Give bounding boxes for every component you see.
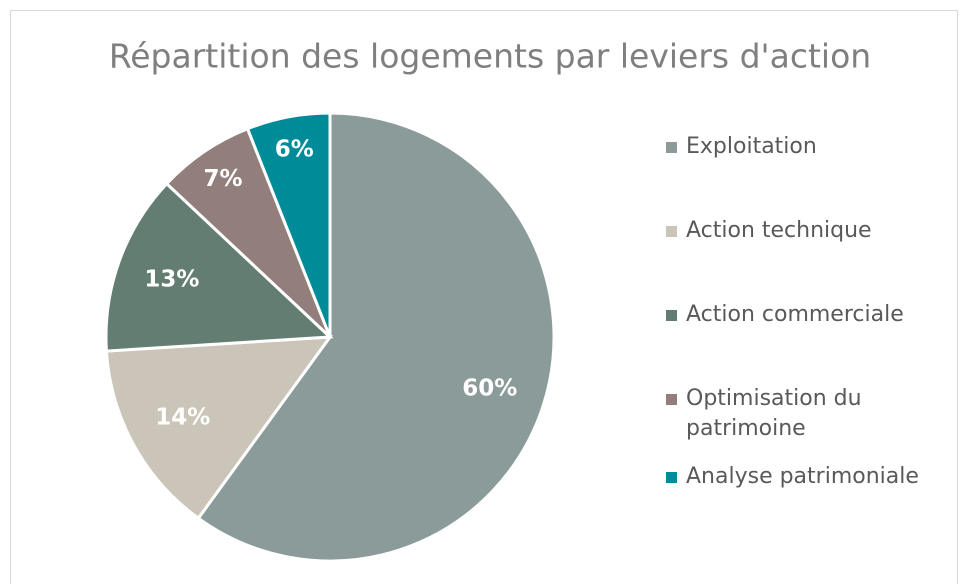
legend-swatch (666, 472, 677, 483)
legend-item: Action commerciale (666, 300, 904, 330)
data-label: 7% (203, 166, 242, 192)
legend-swatch (666, 226, 677, 237)
data-label: 60% (462, 375, 517, 401)
data-label: 6% (275, 136, 314, 162)
legend-swatch (666, 310, 677, 321)
legend-item: Optimisation du patrimoine (666, 384, 926, 444)
legend-swatch (666, 142, 677, 153)
legend-label: Action commerciale (686, 302, 904, 327)
legend-swatch (666, 394, 677, 405)
legend-label: Analyse patrimoniale (686, 464, 919, 489)
legend-label: Action technique (686, 218, 872, 243)
data-label: 14% (155, 404, 210, 430)
legend-label: Optimisation du patrimoine (686, 386, 862, 441)
pie-slice (104, 181, 334, 353)
pie-slice (104, 335, 334, 521)
legend-item: Exploitation (666, 132, 817, 162)
chart-title: Répartition des logements par leviers d'… (109, 37, 871, 76)
pie-slice (196, 111, 556, 563)
data-label: 13% (144, 267, 199, 293)
pie-slice (245, 111, 332, 338)
legend-label: Exploitation (686, 134, 817, 159)
legend-item: Action technique (666, 216, 872, 246)
legend-item: Analyse patrimoniale (666, 462, 919, 492)
